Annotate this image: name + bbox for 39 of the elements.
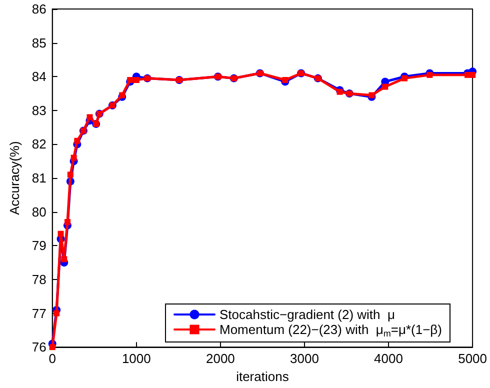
y-tick-label: 83 (32, 102, 46, 118)
x-tick-label: 1000 (122, 351, 151, 366)
y-tick-label: 81 (32, 170, 46, 186)
x-tick-label: 2000 (206, 351, 235, 366)
point (86, 114, 93, 120)
y-tick-label: 84 (32, 69, 46, 84)
y-tick-label: 76 (32, 340, 46, 355)
point (54, 310, 60, 316)
point (58, 230, 64, 237)
point (382, 84, 388, 90)
point (61, 256, 68, 262)
point (426, 72, 433, 78)
y-tick-label: 80 (32, 204, 46, 220)
legend-label: Stocahstic−gradient (2) with μ (220, 307, 395, 322)
x-tick-label: 4000 (374, 351, 403, 366)
x-tick-label: 3000 (290, 351, 319, 366)
point (282, 77, 288, 83)
x-axis-title: iterations (236, 369, 290, 384)
y-tick-label: 86 (32, 2, 46, 16)
y-tick-label: 78 (32, 272, 46, 287)
point (401, 75, 408, 82)
y-tick-label: 79 (32, 238, 46, 254)
point (336, 88, 343, 95)
x-tick-label: 0 (48, 351, 56, 366)
x-tick-label: 5000 (458, 351, 487, 366)
point (133, 77, 140, 83)
point (74, 138, 80, 144)
y-tick-label: 77 (32, 306, 46, 321)
y-tick-label: 82 (32, 136, 46, 152)
point (64, 219, 70, 226)
point (119, 92, 126, 98)
point (70, 154, 77, 161)
point (67, 172, 74, 178)
y-tick-label: 85 (32, 35, 46, 50)
point (49, 344, 56, 350)
point (470, 72, 476, 78)
y-axis-title: Accuracy(%) (7, 141, 22, 215)
point (368, 92, 375, 98)
point (127, 77, 134, 83)
